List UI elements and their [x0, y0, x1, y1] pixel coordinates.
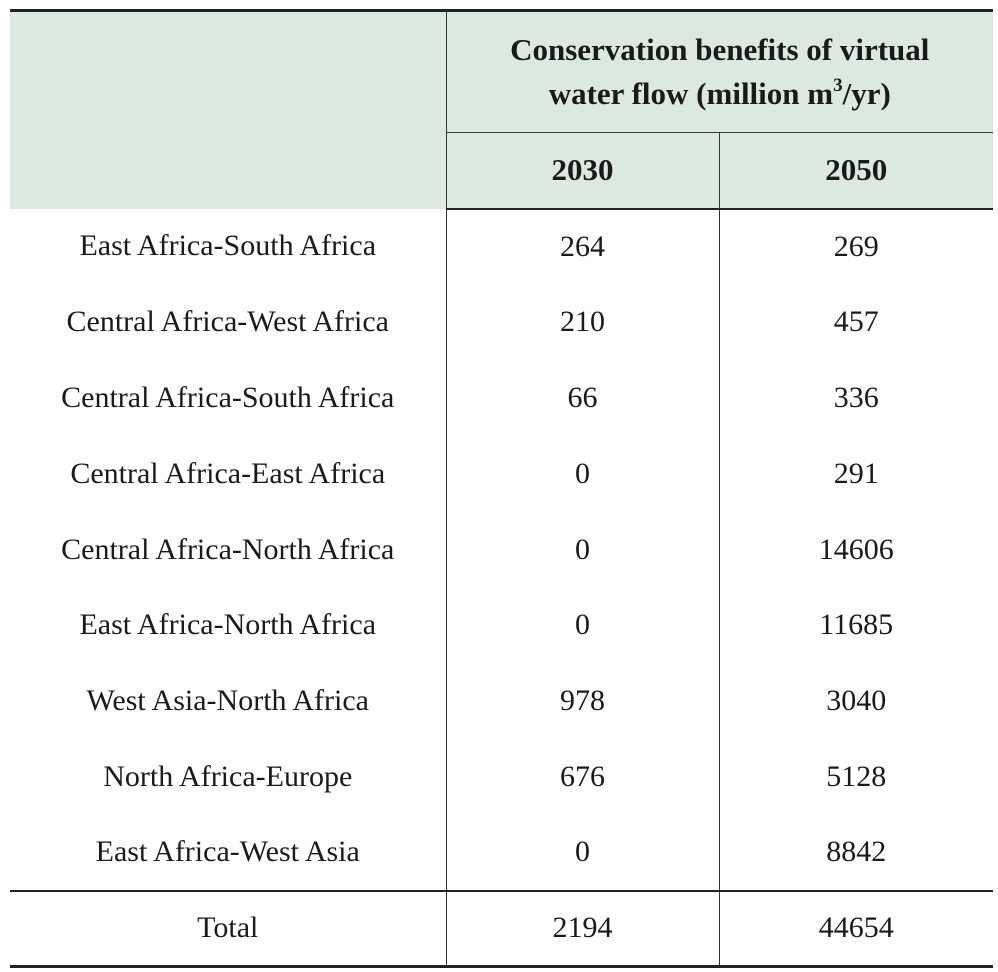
table-row: East Africa-West Asia 0 8842 [10, 814, 993, 891]
value-2030-cell: 0 [446, 435, 720, 512]
group-header-line1: Conservation benefits of virtual [510, 32, 930, 67]
value-2050-cell: 11685 [819, 608, 894, 642]
year-2050-header: 2050 [719, 132, 993, 210]
header-blank-cell [10, 9, 447, 209]
value-2050-cell: 269 [833, 229, 879, 263]
group-header-line2: water flow (million m3/yr) [549, 76, 891, 111]
table-row: Central Africa-West Africa 210 457 [10, 284, 993, 361]
value-2030-cell: 0 [446, 511, 720, 588]
table-row: Central Africa-North Africa 0 14606 [10, 511, 993, 588]
route-cell: East Africa-North Africa [10, 587, 447, 664]
virtual-water-table: Conservation benefits of virtual water f… [10, 9, 993, 969]
table-row: East Africa-North Africa 0 11685 [10, 587, 993, 664]
header-row-group: Conservation benefits of virtual water f… [10, 9, 993, 209]
value-2050-cell: 336 [833, 380, 879, 414]
table-row: East Africa-South Africa 264 269 [10, 208, 993, 285]
table-row: North Africa-Europe 676 5128 [10, 739, 993, 815]
value-2030-cell: 0 [446, 587, 720, 664]
value-2030-cell: 66 [446, 360, 720, 436]
route-cell: Central Africa-South Africa [10, 360, 447, 436]
total-2030-cell: 2194 [446, 889, 720, 969]
total-2050-cell: 44654 [719, 889, 993, 969]
route-cell: Central Africa-East Africa [10, 435, 447, 512]
table-row: Central Africa-East Africa 0 291 [10, 435, 993, 512]
column-group-header: Conservation benefits of virtual water f… [446, 9, 993, 133]
value-2030-cell: 676 [446, 739, 720, 815]
value-2050-cell: 8842 [826, 835, 887, 869]
table-row: West Asia-North Africa 978 3040 [10, 663, 993, 740]
route-cell: Central Africa-West Africa [10, 284, 447, 361]
value-2030-cell: 264 [446, 208, 720, 285]
table-row: Central Africa-South Africa 66 336 [10, 360, 993, 436]
route-cell: Central Africa-North Africa [10, 511, 447, 588]
total-row: Total 2194 44654 [10, 889, 993, 969]
value-2050-cell: 5128 [826, 759, 887, 793]
value-2030-cell: 978 [446, 663, 720, 740]
value-2030-cell: 0 [446, 814, 720, 891]
group-header-line2-main: water flow (million m [548, 76, 834, 111]
value-2050-cell: 457 [833, 305, 879, 339]
route-cell: East Africa-South Africa [10, 208, 447, 285]
header-row-years: 2030 2050 [10, 132, 993, 210]
value-2050-cell: 3040 [826, 684, 887, 718]
total-label-cell: Total [10, 889, 447, 969]
value-2050-cell: 14606 [818, 532, 894, 566]
route-cell: North Africa-Europe [10, 739, 447, 815]
group-header-line2-unit: /yr) [842, 76, 891, 111]
group-header-superscript: 3 [833, 75, 843, 96]
route-cell: West Asia-North Africa [10, 663, 447, 740]
route-cell: East Africa-West Asia [10, 814, 447, 891]
value-2050-cell: 291 [833, 456, 879, 490]
year-2030-header: 2030 [446, 132, 720, 210]
value-2030-cell: 210 [446, 284, 720, 361]
